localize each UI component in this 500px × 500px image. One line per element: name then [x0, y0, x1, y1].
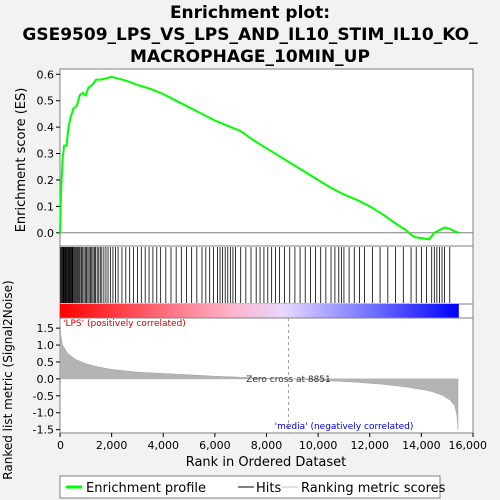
x-tick-label: 0: [57, 439, 64, 452]
es-plot-area: [59, 68, 474, 247]
x-tick-label: 6,000: [199, 439, 231, 452]
metric-y-axis-label: Ranked list metric (Signal2Noise): [1, 280, 15, 479]
legend-metric-label: Ranking metric scores: [301, 481, 446, 496]
es-y-tick-label: 0.1: [37, 200, 55, 213]
x-tick-label: 16,000: [449, 439, 488, 452]
x-tick-label: 8,000: [251, 439, 283, 452]
hits-marks: [60, 247, 451, 303]
metric-y-tick-label: 1.5: [37, 322, 55, 335]
hits-panel: [59, 245, 474, 305]
positive-correlation-label: 'LPS' (positively correlated): [63, 319, 186, 329]
zero-cross-label: Zero cross at 8851: [246, 375, 331, 385]
es-y-tick-label: 0.3: [37, 148, 55, 161]
metric-y-tick-label: 0.5: [37, 356, 55, 369]
es-y-axis: 0.0 0.1 0.2 0.3 0.4 0.5 0.6: [37, 68, 60, 240]
negative-correlation-label: 'media' (negatively correlated): [275, 422, 414, 432]
ranking-metric-area: [59, 319, 459, 430]
x-axis: 0 2,000 4,000 6,000 8,000 10,000 12,000 14,000 1…: [57, 433, 487, 452]
es-y-tick-label: 0.4: [37, 121, 55, 134]
metric-y-tick-label: -1.5: [33, 424, 54, 437]
x-tick-label: 2,000: [96, 439, 128, 452]
metric-y-tick-label: -1.0: [33, 407, 54, 420]
metric-y-tick-label: 0.0: [37, 373, 55, 386]
metric-y-tick-label: -0.5: [33, 390, 54, 403]
chart-title-line-2: GSE9509_LPS_VS_LPS_AND_IL10_STIM_IL10_KO…: [22, 25, 478, 45]
legend-hits-label: Hits: [256, 481, 281, 496]
x-tick-label: 12,000: [351, 439, 390, 452]
enrichment-profile-line: [59, 75, 460, 241]
metric-y-axis: 1.5 1.0 0.5 0.0 -0.5 -1.0 -1.5: [33, 322, 60, 437]
x-tick-label: 4,000: [148, 439, 180, 452]
es-y-tick-label: 0.6: [37, 68, 55, 81]
metric-y-tick-label: 1.0: [37, 339, 55, 352]
x-axis-label: Rank in Ordered Dataset: [186, 455, 347, 470]
chart-title-line-3: MACROPHAGE_10MIN_UP: [130, 47, 370, 67]
es-y-tick-label: 0.0: [37, 227, 55, 240]
legend-enrichment-label: Enrichment profile: [86, 481, 206, 496]
rank-gradient-bar: [60, 304, 459, 318]
x-tick-label: 14,000: [402, 439, 441, 452]
chart-title-line-1: Enrichment plot:: [170, 3, 330, 23]
es-y-axis-label: Enrichment score (ES): [14, 88, 29, 233]
x-tick-label: 10,000: [299, 439, 338, 452]
es-y-tick-label: 0.2: [37, 174, 55, 187]
es-y-tick-label: 0.5: [37, 95, 55, 108]
